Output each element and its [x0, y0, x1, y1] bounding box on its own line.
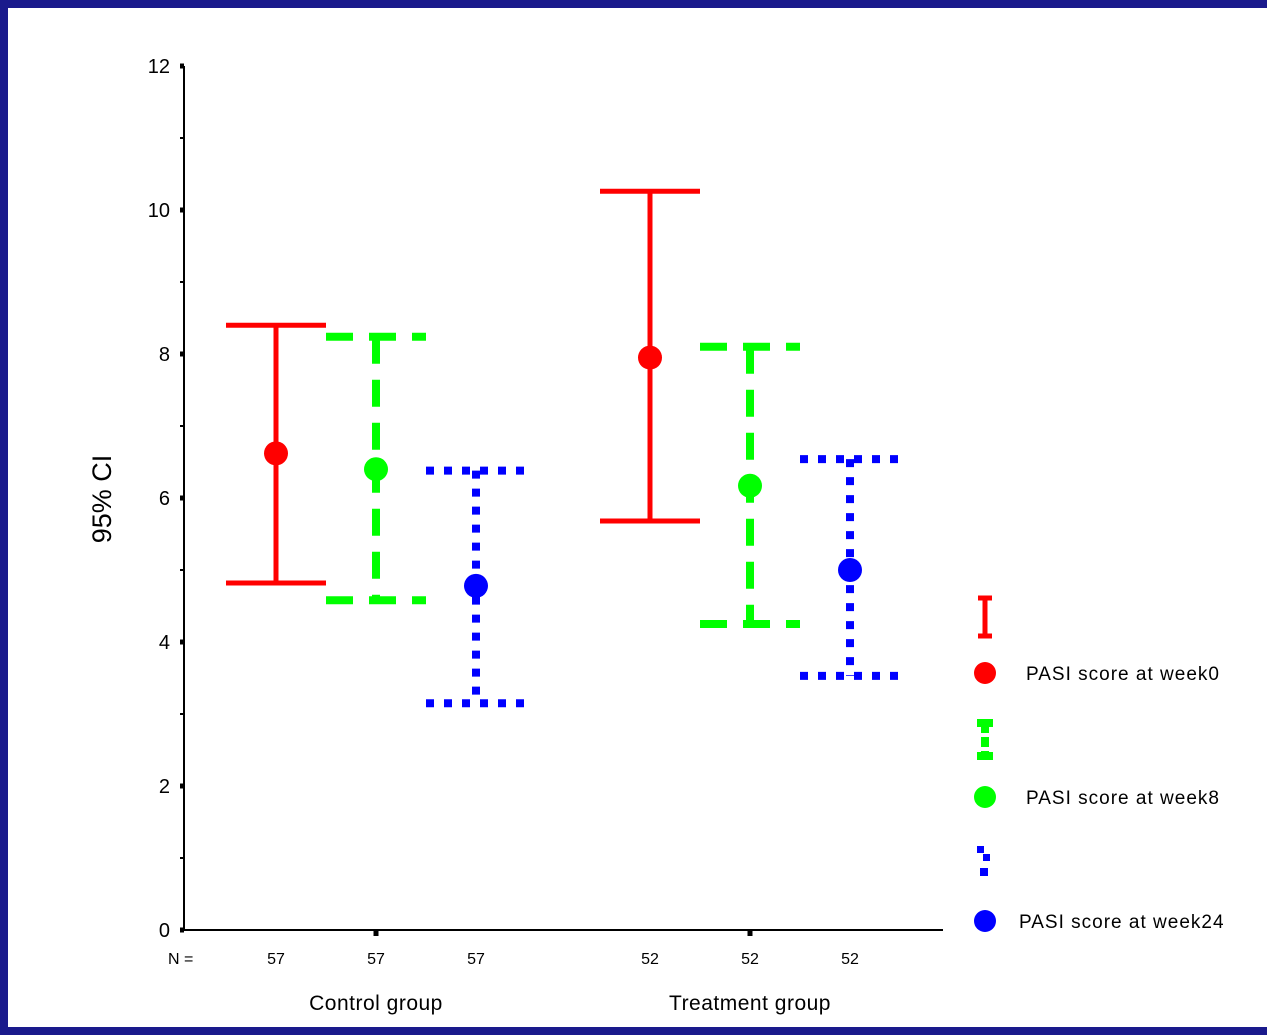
y-tick-label: 0	[159, 920, 170, 942]
mean-point	[638, 345, 662, 370]
n-value: 52	[641, 951, 659, 968]
legend-label: PASI score at week8	[1026, 788, 1220, 809]
y-tick-label: 8	[159, 344, 170, 366]
n-value: 57	[467, 951, 485, 968]
n-label: N =	[168, 951, 193, 968]
mean-point	[838, 558, 862, 582]
mean-point	[464, 573, 488, 598]
n-value: 57	[267, 951, 285, 968]
mean-point	[738, 473, 762, 498]
legend-marker	[974, 662, 996, 684]
x-category-label: Control group	[309, 992, 443, 1015]
legend-bar-symbol	[980, 868, 988, 876]
y-tick-label: 2	[159, 776, 170, 798]
chart-marks: 57 52 57 52 57 52	[226, 188, 900, 968]
legend-marker	[974, 786, 996, 808]
legend-bar-symbol	[983, 854, 990, 861]
n-value: 52	[741, 951, 759, 968]
legend-bar-symbol	[977, 846, 984, 853]
legend: PASI score at week0 PASI score at week8 PA…	[974, 595, 1225, 933]
ci-chart: 0 2 4 6 8 10 12 N = Control group Treatment group…	[87, 56, 1225, 1015]
y-tick-label: 6	[159, 488, 170, 510]
x-category-label: Treatment group	[669, 992, 831, 1015]
legend-label: PASI score at week24	[1019, 912, 1225, 933]
n-value: 57	[367, 951, 385, 968]
mean-point	[364, 457, 388, 482]
axes: 0 2 4 6 8 10 12 N = Control group Treatment group	[148, 56, 943, 1015]
legend-marker	[974, 910, 996, 932]
y-tick-label: 4	[159, 632, 170, 654]
y-tick-label: 12	[148, 56, 170, 78]
mean-point	[264, 441, 288, 466]
y-axis-label: 95% CI	[87, 455, 117, 544]
n-value: 52	[841, 951, 859, 968]
y-tick-label: 10	[148, 200, 170, 222]
legend-label: PASI score at week0	[1026, 664, 1220, 685]
